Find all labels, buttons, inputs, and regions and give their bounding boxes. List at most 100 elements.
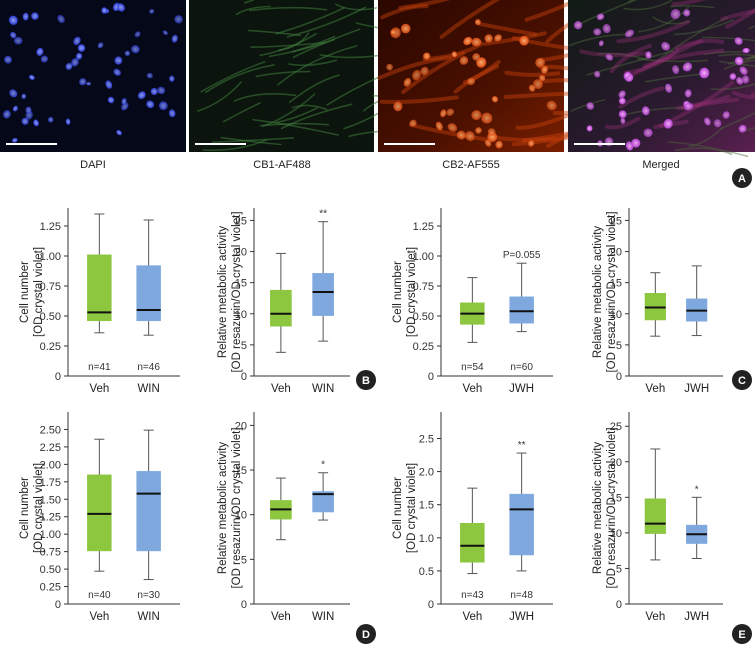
cell-nucleus (491, 95, 499, 103)
y-tick-label: 20 (610, 457, 622, 469)
cell-nucleus (625, 141, 634, 151)
cell-nucleus (598, 40, 604, 47)
cell-nucleus (465, 131, 475, 142)
cell-fiber (676, 94, 731, 110)
cell-nucleus (150, 87, 158, 96)
box-veh: Veh n=41 (87, 213, 112, 395)
cell-fiber (637, 58, 708, 63)
y-tick-label: 5 (241, 554, 247, 566)
cell-nucleus (8, 15, 18, 25)
cell-nucleus (73, 36, 81, 46)
y-tick-label: 1.75 (40, 477, 61, 489)
box-win: WIN n=46 (136, 219, 161, 395)
y-axis-label: [OD crystal violet] (33, 247, 45, 337)
category-label: WIN (312, 383, 334, 395)
cell-nucleus (602, 24, 611, 34)
box-plot-7: 0 5 10 15 20 25 Relative metabolic activity [OD… (592, 412, 723, 623)
y-axis-label: Cell number (19, 261, 31, 323)
cell-fiber (379, 95, 459, 104)
cell-fiber (222, 102, 261, 123)
cell-fiber (277, 45, 358, 86)
cell-nucleus (400, 23, 411, 34)
box-win: WIN * (312, 460, 334, 623)
box-win: WIN ** (312, 209, 334, 395)
cell-nucleus (605, 53, 614, 61)
box-veh: Veh n=43 (460, 487, 485, 623)
cell-fiber (710, 83, 755, 91)
category-label: Veh (89, 611, 109, 623)
cell-fiber (211, 137, 295, 143)
y-tick-label: 0.75 (40, 281, 61, 293)
cell-nucleus (593, 28, 602, 36)
cell-fiber (248, 6, 328, 12)
y-tick-label: 5 (616, 340, 622, 352)
cell-fiber (491, 135, 557, 142)
svg-text:D: D (362, 629, 370, 641)
y-axis-label: Relative metabolic activity (592, 442, 604, 575)
box-win: WIN n=30 (136, 429, 161, 623)
n-label: n=60 (510, 362, 533, 373)
cell-nucleus (487, 128, 496, 136)
cell-nucleus (699, 67, 710, 79)
y-tick-label: 0.25 (413, 341, 434, 353)
n-label: n=41 (88, 362, 111, 373)
y-tick-label: 1.25 (40, 221, 61, 233)
cell-nucleus (594, 70, 601, 78)
box-plot-6: 0 0.5 1.0 1.5 2.0 2.5 Cell number [OD crystal v… (392, 412, 553, 623)
category-label: JWH (684, 383, 709, 395)
cell-nucleus (704, 117, 711, 126)
y-tick-label: 0 (241, 599, 247, 611)
y-tick-label: 0 (616, 371, 622, 383)
y-axis-label: Relative metabolic activity (217, 442, 229, 575)
cell-fiber (200, 61, 266, 93)
cell-fiber (401, 51, 466, 94)
cell-fiber (609, 43, 653, 74)
cell-fiber (291, 104, 328, 111)
cell-nucleus (451, 51, 458, 58)
y-tick-label: 5 (616, 563, 622, 575)
cell-nucleus (641, 106, 650, 116)
cell-fiber (334, 3, 378, 11)
box-veh: Veh (270, 477, 292, 623)
cell-nucleus (494, 34, 502, 42)
y-tick-label: 0.75 (40, 547, 61, 559)
cell-fiber (398, 0, 451, 10)
cell-nucleus (519, 35, 529, 46)
cell-nucleus (738, 124, 747, 133)
cell-nucleus (467, 77, 476, 86)
cell-fiber (675, 38, 725, 51)
y-tick-label: 15 (610, 492, 622, 504)
cell-nucleus (739, 66, 748, 75)
box-iqr (136, 471, 161, 552)
y-tick-label: 2.50 (40, 424, 61, 436)
cell-fiber (439, 0, 501, 39)
cell-nucleus (409, 119, 417, 127)
y-axis-label: Cell number (392, 477, 404, 539)
cell-fiber (744, 126, 755, 132)
cell-nucleus (734, 37, 743, 45)
cell-nucleus (643, 128, 653, 138)
cell-nucleus (423, 52, 431, 60)
cell-nucleus (149, 8, 155, 14)
y-tick-label: 2.0 (419, 467, 434, 479)
cell-nucleus (75, 52, 83, 60)
cell-nucleus (683, 9, 691, 17)
y-tick-label: 20 (235, 247, 247, 259)
cell-nucleus (412, 69, 421, 81)
y-axis-label: [OD crystal violet] (406, 463, 418, 553)
cell-fiber (720, 8, 755, 21)
cell-fiber (235, 5, 271, 16)
cell-nucleus (157, 86, 166, 95)
cell-nucleus (539, 74, 546, 82)
cell-fiber (220, 136, 282, 146)
cell-nucleus (713, 119, 722, 128)
y-tick-label: 1.0 (419, 533, 434, 545)
cell-nucleus (541, 65, 549, 74)
svg-text:A: A (738, 173, 746, 185)
cell-nucleus (105, 80, 113, 89)
cell-nucleus (682, 62, 693, 72)
significance-label: * (695, 484, 699, 495)
cell-nucleus (620, 117, 626, 125)
panel-badge-e: E (732, 624, 752, 644)
category-label: Veh (271, 611, 291, 623)
